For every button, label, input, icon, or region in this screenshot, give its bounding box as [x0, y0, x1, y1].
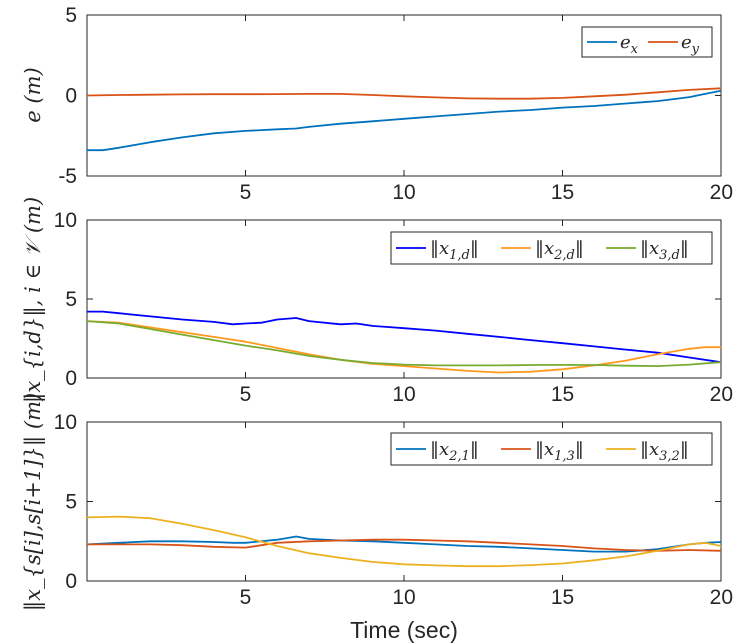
panel-2-distances: 5 10 15 20 0 5 10 ‖x1,d‖ ‖x2,d‖ ‖x3,d‖ ‖x_{i,d… — [21, 197, 733, 406]
series-line-2-1 — [87, 538, 721, 552]
legend-label-x13: ‖x1,3‖ — [535, 439, 584, 464]
y-tick-label: 5 — [65, 288, 77, 311]
x-tick-label: 5 — [240, 181, 252, 204]
x-tick-label: 15 — [551, 181, 574, 204]
y-tick-label: 0 — [65, 85, 77, 108]
y-tick-label: 10 — [54, 411, 77, 434]
series-line-0-0 — [87, 89, 721, 152]
x-tick-label: 20 — [710, 181, 733, 204]
y-axis-label-2: ‖x_{i,d}‖, i ∈ 𝒱 (m) — [21, 197, 46, 403]
series-line-0-1 — [87, 87, 721, 100]
legend-label-x21: ‖x2,1‖ — [430, 439, 479, 464]
y-tick-label: -5 — [58, 165, 77, 188]
x-axis-label: Time (sec) — [350, 617, 458, 643]
legend-label-x2d: ‖x2,d‖ — [535, 238, 584, 263]
x-tick-label: 10 — [392, 181, 415, 204]
legend-label-x3d: ‖x3,d‖ — [640, 238, 689, 263]
legend-label-x1d: ‖x1,d‖ — [430, 238, 479, 263]
x-tick-label: 20 — [710, 383, 733, 406]
panel-3-pairwise: 5 10 15 20 0 5 10 ‖x2,1‖ ‖x1,3‖ ‖x3,2‖ ‖x_{s[i… — [21, 393, 733, 611]
x-tick-label: 15 — [551, 383, 574, 406]
x-tick-label: 10 — [392, 586, 415, 609]
series-line-2-0 — [87, 535, 721, 553]
legend-1: ex ey — [581, 26, 713, 58]
y-tick-label: 0 — [65, 367, 77, 390]
y-tick-label: 5 — [65, 4, 77, 27]
x-tick-label: 20 — [710, 586, 733, 609]
legend-3: ‖x2,1‖ ‖x1,3‖ ‖x3,2‖ — [390, 432, 713, 466]
y-tick-label: 5 — [65, 491, 77, 514]
y-tick-label: 0 — [65, 570, 77, 593]
y-tick-label: 10 — [54, 209, 77, 232]
series-line-1-2 — [87, 320, 721, 367]
legend-label-e-y: ey — [681, 32, 700, 57]
y-axis-label-3: ‖x_{s[i],s[i+1]}‖ (m) — [21, 393, 46, 611]
x-tick-label: 10 — [392, 383, 415, 406]
x-tick-label: 5 — [240, 383, 252, 406]
series-line-2-2 — [87, 515, 721, 568]
legend-box-2 — [390, 231, 713, 265]
x-tick-label: 5 — [240, 586, 252, 609]
series-line-1-0 — [87, 310, 721, 364]
series-line-1-1 — [87, 320, 721, 374]
x-tick-label: 15 — [551, 586, 574, 609]
y-axis-label-1: e (m) — [21, 67, 45, 122]
legend-box-3 — [390, 432, 713, 466]
panel-1-error: 5 10 15 20 -5 0 5 ex ey e (m) — [21, 4, 733, 204]
legend-2: ‖x1,d‖ ‖x2,d‖ ‖x3,d‖ — [390, 231, 713, 265]
legend-label-e-x: ex — [620, 32, 639, 57]
legend-label-x32: ‖x3,2‖ — [640, 439, 689, 464]
